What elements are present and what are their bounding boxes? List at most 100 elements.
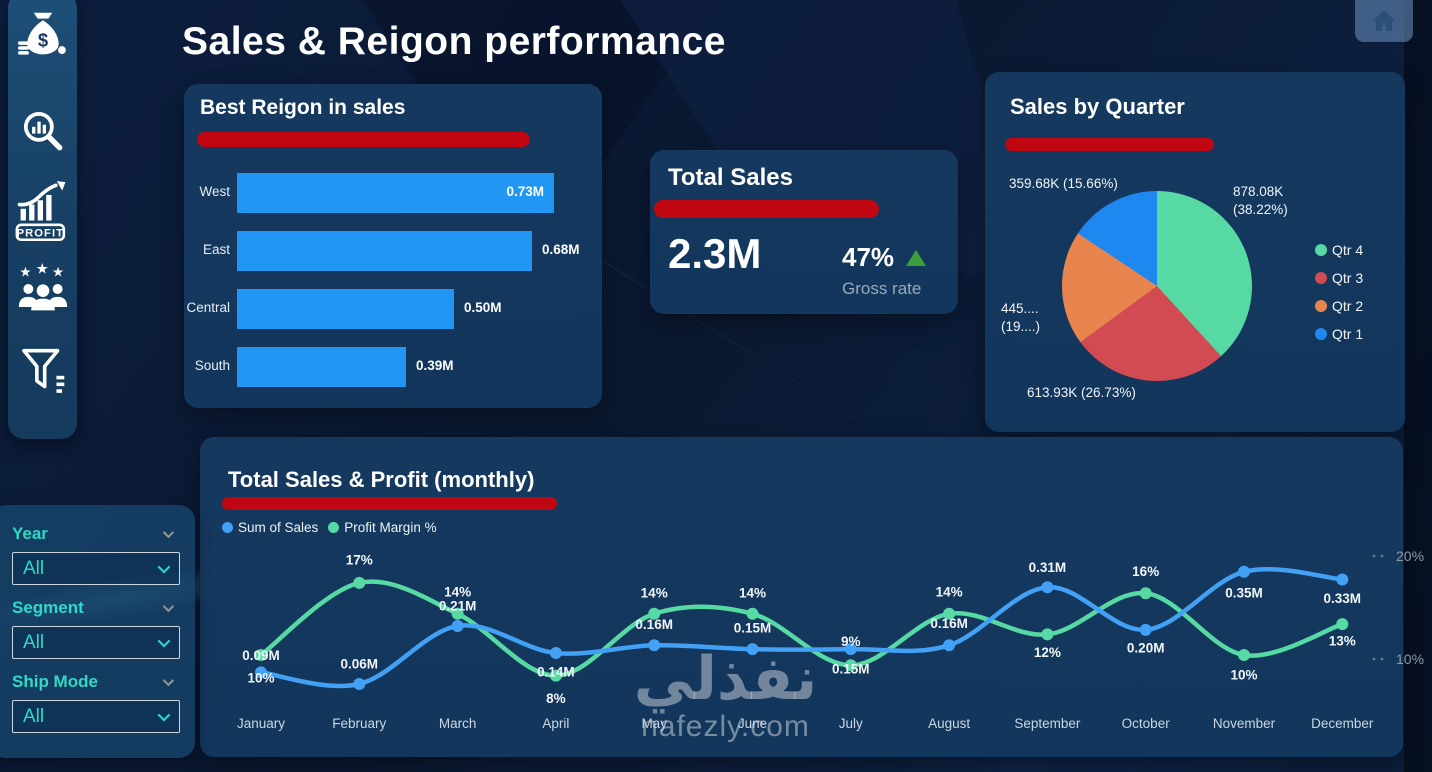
year-dropdown-value: All xyxy=(23,557,45,579)
filter-label-year: Year xyxy=(12,524,48,543)
sales-point[interactable] xyxy=(943,639,956,652)
legend-label: Profit Margin % xyxy=(344,519,437,535)
sales-point[interactable] xyxy=(353,678,366,690)
pie-legend: Qtr 4 Qtr 3 Qtr 2 Qtr 1 xyxy=(1315,236,1363,348)
filter-group-year: Year All xyxy=(12,524,181,585)
profit-data-label: 14% xyxy=(641,585,668,600)
profit-point[interactable] xyxy=(255,649,267,661)
profit-point[interactable] xyxy=(549,669,562,682)
sales-data-label: 0.15M xyxy=(832,662,870,677)
bg-right-strip xyxy=(1404,0,1432,772)
total-sales-card: Total Sales 2.3M 47% Gross rate xyxy=(650,150,958,314)
profit-point[interactable] xyxy=(1238,649,1250,661)
bar-category-label: West xyxy=(199,184,230,199)
sales-point[interactable] xyxy=(648,639,661,652)
year-dropdown[interactable]: All xyxy=(12,552,180,585)
sales-point[interactable] xyxy=(1238,565,1250,578)
chevron-down-icon[interactable] xyxy=(162,600,175,613)
profit-point[interactable] xyxy=(648,607,661,620)
profit-point[interactable] xyxy=(746,607,759,620)
bar-category-label: East xyxy=(202,242,230,257)
month-label: April xyxy=(542,716,569,731)
pie-label-qtr-2: 445.... (19....) xyxy=(1001,301,1041,334)
bar-value-label: 0.50M xyxy=(464,300,502,315)
chevron-down-icon xyxy=(157,634,171,648)
sales-point[interactable] xyxy=(746,643,759,656)
month-label: October xyxy=(1122,716,1171,731)
profit-point[interactable] xyxy=(1041,628,1054,641)
bar-east[interactable] xyxy=(237,231,532,271)
accent-bar xyxy=(222,497,557,510)
gross-rate-block: 47% Gross rate xyxy=(842,242,950,299)
sales-data-label: 0.16M xyxy=(635,617,673,632)
bar-central[interactable] xyxy=(237,289,454,329)
svg-text:★: ★ xyxy=(19,265,31,280)
filter-panel: Year All Segment All Ship Mode xyxy=(0,505,195,758)
home-button[interactable] xyxy=(1355,0,1413,42)
month-label: May xyxy=(641,716,667,731)
month-label: January xyxy=(237,716,285,731)
bar-west[interactable] xyxy=(237,173,554,213)
accent-bar xyxy=(1005,138,1214,151)
segment-dropdown-value: All xyxy=(23,631,45,653)
month-label: March xyxy=(439,716,477,731)
quarter-pie[interactable] xyxy=(1062,191,1252,381)
sales-point[interactable] xyxy=(1139,623,1152,636)
legend-label: Qtr 4 xyxy=(1332,242,1364,258)
line-legend-item[interactable]: Profit Margin % xyxy=(328,518,437,536)
legend-dot xyxy=(328,521,340,533)
team-icon[interactable]: ★ ★ ★ xyxy=(16,261,70,319)
profit-point[interactable] xyxy=(1336,618,1349,631)
legend-item-qtr-1[interactable]: Qtr 1 xyxy=(1315,320,1363,348)
ship-mode-dropdown[interactable]: All xyxy=(12,700,180,733)
profit-point[interactable] xyxy=(844,659,857,672)
monthly-line-chart: 0.09M 0.06M 0.21M 0.14M 0.16M 0.15M 0.15M 0.16M… xyxy=(237,548,1424,731)
month-label: August xyxy=(928,716,970,731)
page-title: Sales & Reigon performance xyxy=(182,20,726,63)
sales-point[interactable] xyxy=(255,666,267,679)
legend-label: Qtr 3 xyxy=(1332,270,1364,286)
legend-item-qtr-4[interactable]: Qtr 4 xyxy=(1315,236,1363,264)
svg-text:$: $ xyxy=(37,29,47,50)
bar-value-label: 0.39M xyxy=(416,358,454,373)
right-axis-tick: 10% xyxy=(1396,651,1424,667)
profit-point[interactable] xyxy=(451,607,464,620)
profit-point[interactable] xyxy=(943,607,956,620)
profit-point[interactable] xyxy=(1139,587,1152,600)
bar-south[interactable] xyxy=(237,347,406,387)
sales-point[interactable] xyxy=(1041,581,1054,594)
legend-dot xyxy=(1315,300,1327,312)
sales-point[interactable] xyxy=(844,643,857,656)
profit-growth-icon[interactable]: PROFIT xyxy=(15,180,71,247)
legend-item-qtr-2[interactable]: Qtr 2 xyxy=(1315,292,1363,320)
filter-funnel-icon[interactable] xyxy=(16,344,70,403)
sales-by-quarter-card: Sales by Quarter 878.08K (38.22%) 613.93K … xyxy=(985,72,1405,432)
gross-rate-label: Gross rate xyxy=(842,279,922,298)
chart-search-icon[interactable] xyxy=(18,106,68,159)
sales-point[interactable] xyxy=(549,647,562,660)
legend-item-qtr-3[interactable]: Qtr 3 xyxy=(1315,264,1363,292)
line-legend-item[interactable]: Sum of Sales xyxy=(222,518,318,536)
bar-category-label: Central xyxy=(186,300,230,315)
legend-label: Qtr 1 xyxy=(1332,326,1364,342)
month-label: February xyxy=(332,716,386,731)
best-region-card: Best Reigon in sales West 0.73M East 0.68M C… xyxy=(184,84,602,408)
sales-point[interactable] xyxy=(451,619,464,632)
total-sales-title: Total Sales xyxy=(668,164,793,191)
chevron-down-icon[interactable] xyxy=(162,526,175,539)
profit-data-label: 12% xyxy=(1034,645,1061,660)
filter-group-segment: Segment All xyxy=(12,598,181,659)
sales-point[interactable] xyxy=(1336,573,1349,586)
chevron-down-icon[interactable] xyxy=(162,674,175,687)
sales-data-label: 0.06M xyxy=(341,657,379,672)
profit-data-label: 16% xyxy=(1132,564,1159,579)
money-bag-icon[interactable]: $ xyxy=(17,10,69,65)
sales-data-label: 0.21M xyxy=(439,599,477,614)
segment-dropdown[interactable]: All xyxy=(12,626,180,659)
total-sales-value: 2.3M xyxy=(668,230,762,277)
pie-label-qtr-3: 613.93K (26.73%) xyxy=(1027,385,1136,400)
profit-point[interactable] xyxy=(353,576,366,589)
sales-data-label: 0.15M xyxy=(734,621,772,636)
profit-data-label: 9% xyxy=(841,634,861,649)
